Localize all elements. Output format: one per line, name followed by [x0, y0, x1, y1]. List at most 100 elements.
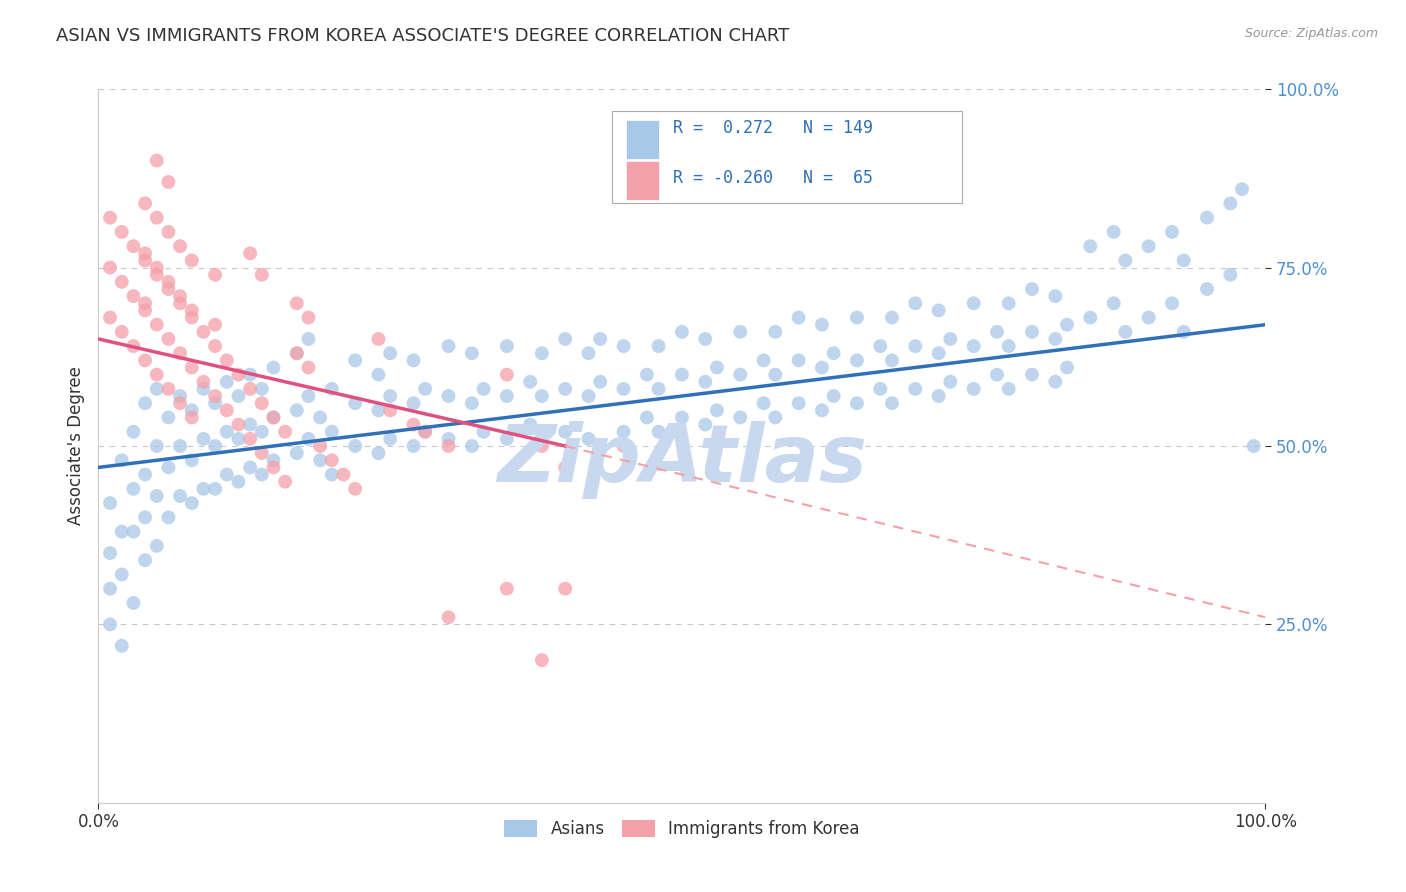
Point	[215, 375, 238, 389]
Point	[904, 382, 927, 396]
Point	[98, 260, 121, 275]
Point	[962, 296, 984, 310]
Point	[228, 368, 250, 382]
Point	[1045, 289, 1067, 303]
Point	[146, 439, 169, 453]
Point	[367, 403, 389, 417]
Point	[262, 460, 284, 475]
Point	[1114, 253, 1136, 268]
Point	[262, 360, 284, 375]
Point	[1021, 368, 1043, 382]
FancyBboxPatch shape	[626, 120, 658, 159]
Point	[285, 446, 308, 460]
Point	[344, 482, 367, 496]
Point	[1195, 211, 1218, 225]
Point	[1230, 182, 1253, 196]
Point	[695, 375, 717, 389]
Point	[402, 417, 425, 432]
Point	[285, 296, 308, 310]
Point	[239, 417, 262, 432]
Point	[671, 368, 693, 382]
Point	[589, 332, 612, 346]
Point	[180, 403, 202, 417]
Point	[98, 211, 121, 225]
Point	[157, 275, 180, 289]
Point	[169, 239, 191, 253]
Point	[297, 432, 319, 446]
Point	[413, 425, 436, 439]
Point	[706, 360, 728, 375]
Point	[636, 410, 658, 425]
Point	[986, 368, 1008, 382]
Point	[169, 289, 191, 303]
Point	[157, 382, 180, 396]
Point	[671, 410, 693, 425]
Point	[180, 303, 202, 318]
Point	[98, 617, 121, 632]
Point	[530, 389, 553, 403]
Point	[228, 417, 250, 432]
Point	[297, 310, 319, 325]
Point	[880, 396, 903, 410]
Point	[997, 382, 1019, 396]
Point	[239, 368, 262, 382]
Point	[215, 353, 238, 368]
Point	[309, 439, 332, 453]
Point	[380, 389, 402, 403]
Point	[285, 403, 308, 417]
Point	[695, 417, 717, 432]
Point	[122, 239, 145, 253]
Point	[1114, 325, 1136, 339]
Point	[297, 389, 319, 403]
Text: Source: ZipAtlas.com: Source: ZipAtlas.com	[1244, 27, 1378, 40]
Point	[496, 582, 519, 596]
Point	[122, 482, 145, 496]
Point	[169, 439, 191, 453]
Point	[157, 460, 180, 475]
Point	[402, 439, 425, 453]
Point	[997, 296, 1019, 310]
Point	[1173, 325, 1195, 339]
Point	[111, 225, 134, 239]
Point	[169, 346, 191, 360]
Point	[169, 389, 191, 403]
Point	[554, 382, 576, 396]
Point	[111, 325, 134, 339]
Point	[146, 260, 169, 275]
Point	[239, 382, 262, 396]
Point	[157, 175, 180, 189]
Point	[193, 375, 215, 389]
Point	[180, 253, 202, 268]
Point	[169, 396, 191, 410]
Point	[228, 389, 250, 403]
Point	[193, 325, 215, 339]
Text: ASIAN VS IMMIGRANTS FROM KOREA ASSOCIATE'S DEGREE CORRELATION CHART: ASIAN VS IMMIGRANTS FROM KOREA ASSOCIATE…	[56, 27, 790, 45]
Y-axis label: Associate's Degree: Associate's Degree	[66, 367, 84, 525]
Point	[869, 382, 891, 396]
Legend: Asians, Immigrants from Korea: Asians, Immigrants from Korea	[498, 813, 866, 845]
Point	[297, 332, 319, 346]
Point	[1021, 325, 1043, 339]
Point	[752, 396, 775, 410]
Point	[169, 296, 191, 310]
Point	[962, 339, 984, 353]
Point	[1080, 239, 1102, 253]
Point	[1056, 360, 1078, 375]
Point	[134, 467, 156, 482]
Point	[554, 425, 576, 439]
Point	[1045, 375, 1067, 389]
Point	[647, 425, 669, 439]
Point	[180, 496, 202, 510]
Point	[613, 425, 636, 439]
Point	[730, 325, 752, 339]
Point	[554, 460, 576, 475]
Point	[496, 432, 519, 446]
Point	[239, 460, 262, 475]
Point	[472, 425, 495, 439]
Point	[134, 253, 156, 268]
Point	[578, 389, 600, 403]
Point	[1161, 225, 1184, 239]
Point	[297, 360, 319, 375]
Point	[939, 332, 962, 346]
Point	[146, 489, 169, 503]
